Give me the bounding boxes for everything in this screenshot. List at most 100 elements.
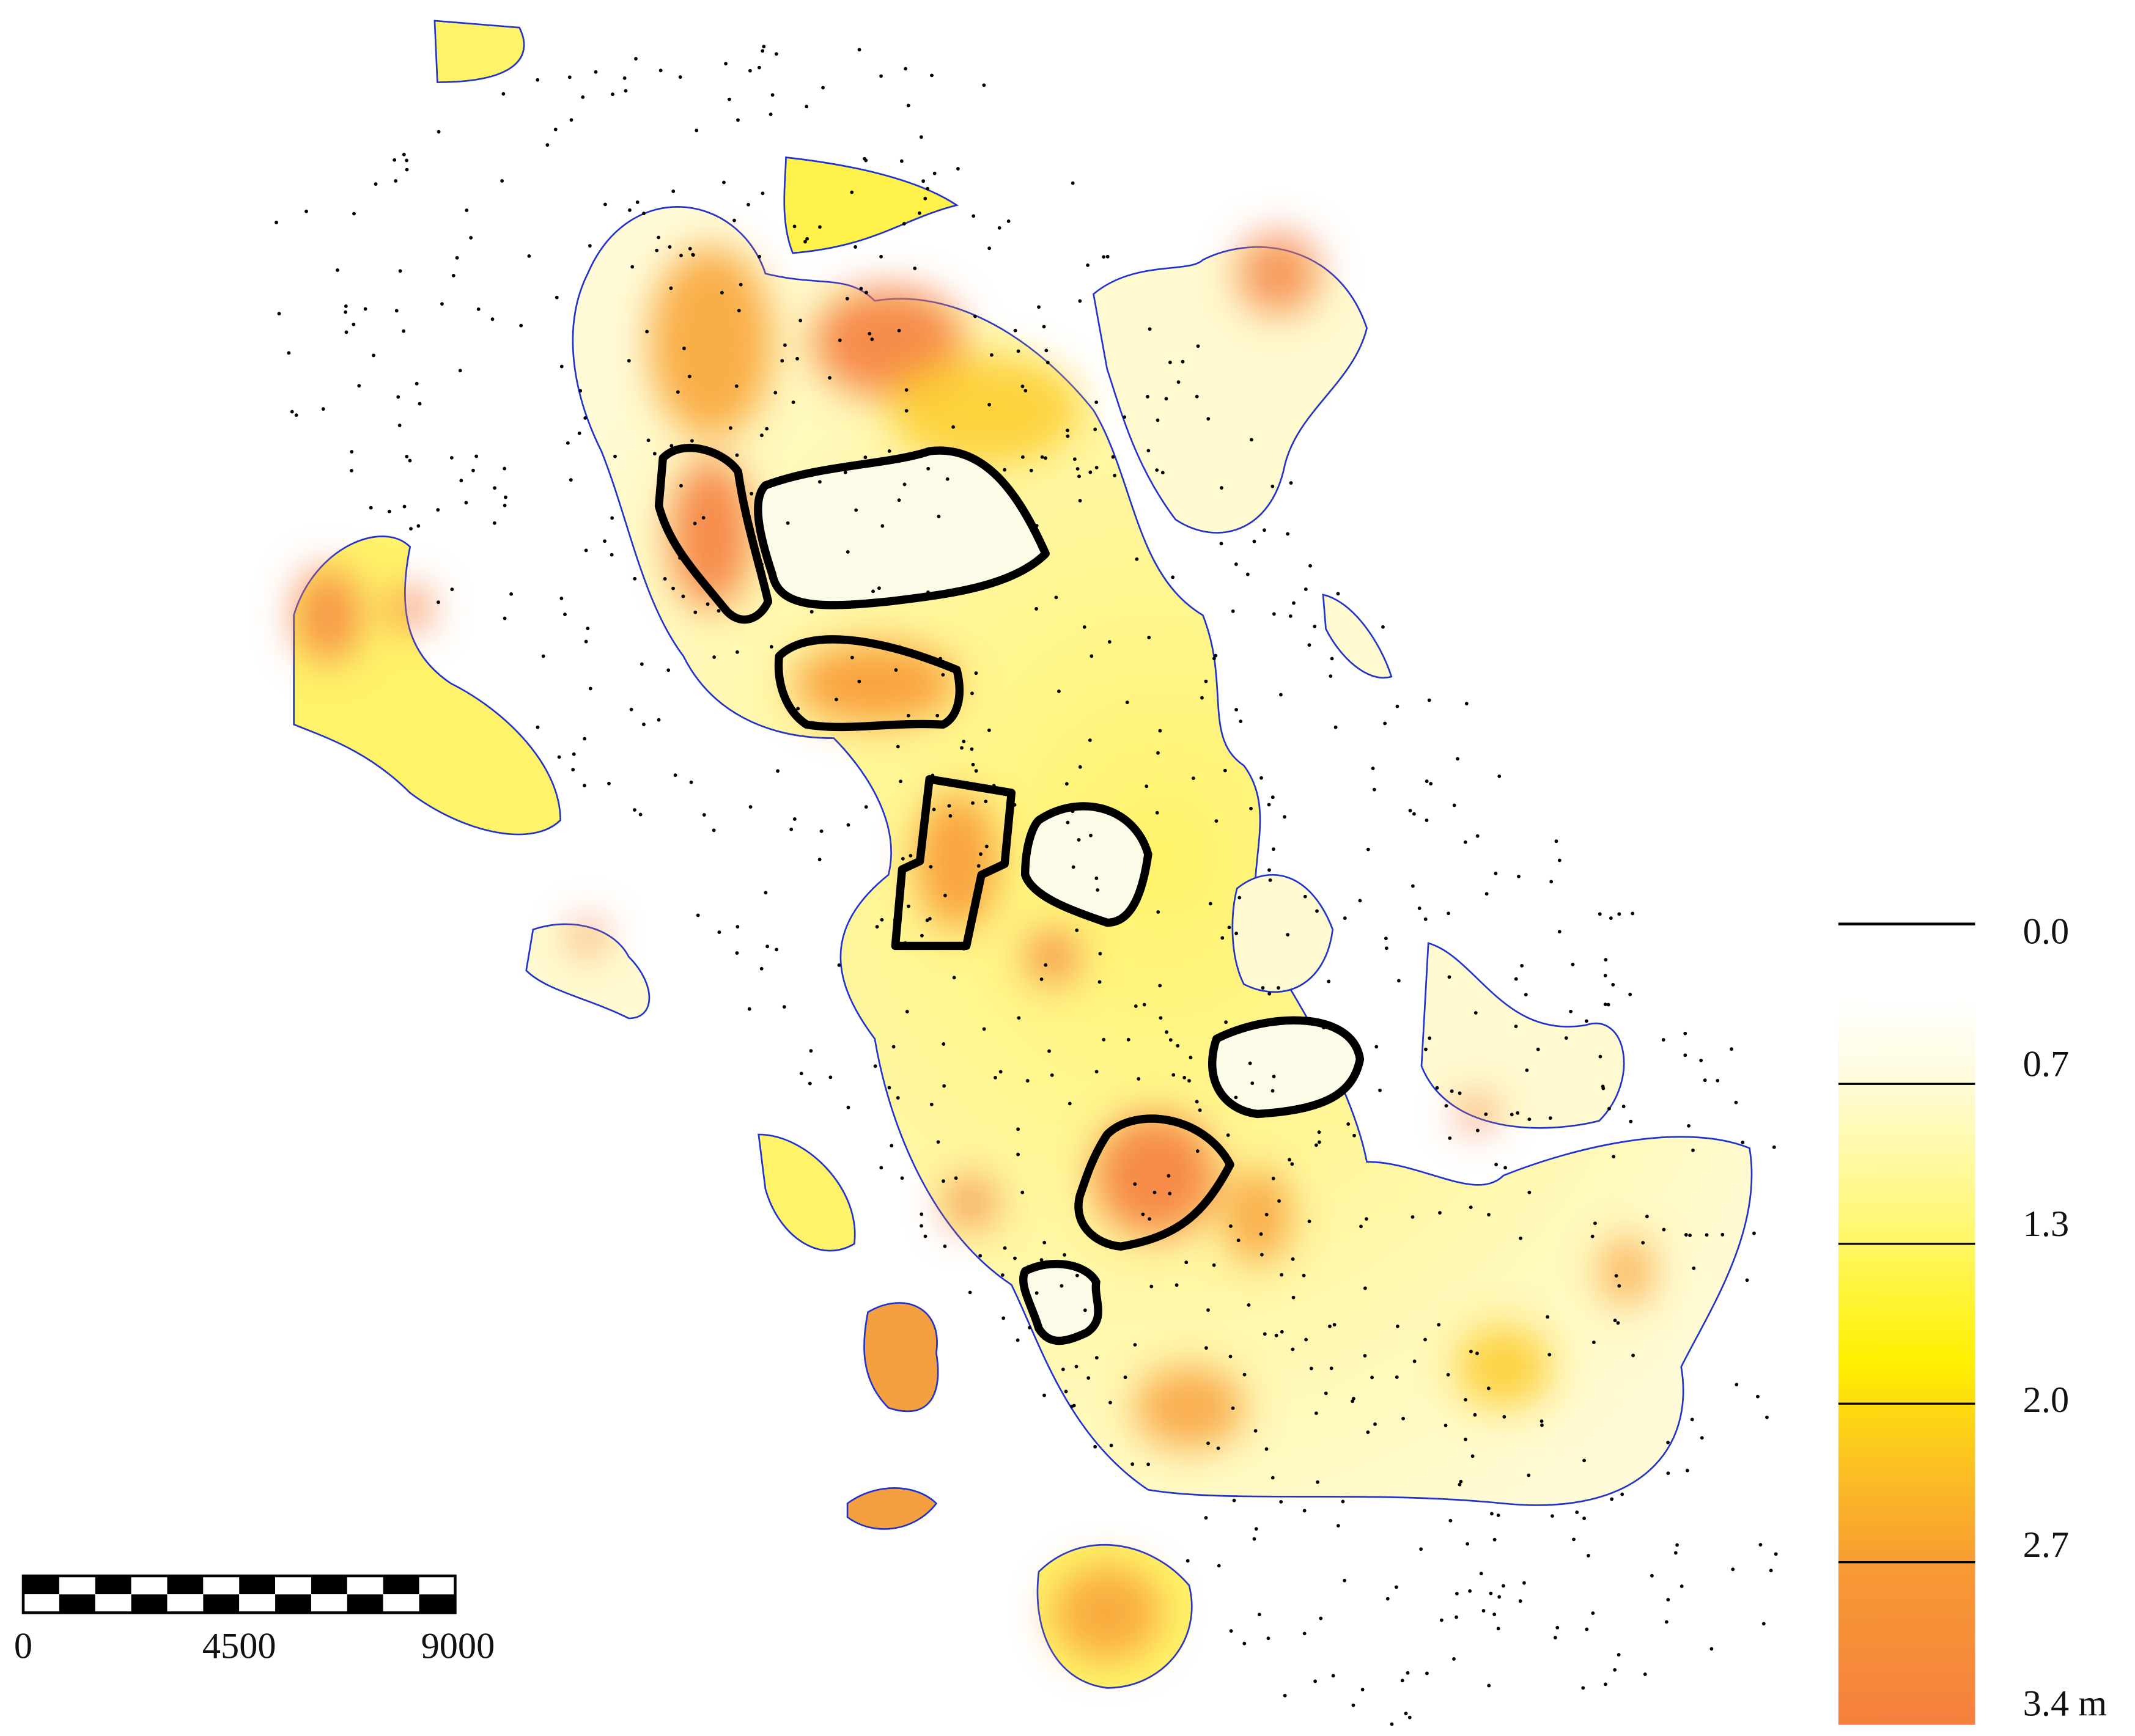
sample-point	[1683, 1031, 1687, 1035]
sample-point	[1330, 657, 1334, 661]
sample-point	[1277, 986, 1280, 990]
sample-point	[920, 933, 924, 938]
sample-point	[1102, 1037, 1106, 1042]
sample-point	[1094, 1070, 1099, 1074]
sample-point	[1171, 1073, 1176, 1077]
sample-point	[1066, 428, 1069, 433]
sample-point	[904, 388, 909, 392]
sample-point	[1774, 1552, 1778, 1556]
sample-point	[1226, 1133, 1230, 1137]
sample-point	[1097, 980, 1102, 984]
sample-point	[527, 254, 531, 258]
sample-point	[1261, 986, 1265, 990]
sample-point	[942, 1179, 945, 1183]
sample-point	[1152, 1190, 1157, 1194]
sample-point	[1072, 803, 1077, 807]
sample-point	[1042, 1240, 1047, 1245]
sample-point	[1267, 803, 1271, 807]
sample-point	[1370, 1375, 1374, 1380]
sample-point	[1582, 1458, 1586, 1463]
sample-point	[795, 356, 799, 361]
sample-point	[583, 784, 586, 788]
sample-point	[960, 746, 964, 750]
sample-point	[1214, 819, 1219, 823]
sample-point	[630, 265, 635, 269]
sample-point	[1174, 1283, 1179, 1287]
sample-point	[613, 454, 617, 458]
sample-point	[1464, 1397, 1467, 1402]
sample-point	[1496, 1627, 1500, 1631]
sample-point	[1271, 847, 1275, 851]
sample-point	[504, 495, 507, 499]
deep-zone	[1599, 1237, 1654, 1306]
sample-point	[1072, 1403, 1076, 1408]
area	[1322, 594, 1393, 679]
sample-point	[633, 808, 636, 812]
sample-point	[583, 737, 587, 741]
sample-point	[1497, 1595, 1502, 1599]
sample-point	[1390, 1722, 1394, 1726]
sample-point	[628, 208, 632, 212]
sample-point	[736, 925, 740, 929]
sample-point	[990, 353, 994, 357]
sample-point	[968, 1290, 972, 1295]
sample-point	[275, 220, 278, 224]
sample-point	[1050, 1073, 1054, 1077]
sample-point	[1716, 1078, 1720, 1083]
sample-point	[1661, 1038, 1665, 1042]
sample-point	[759, 433, 764, 438]
sample-point	[1078, 299, 1082, 303]
scale-segment	[383, 1576, 419, 1595]
sample-point	[732, 218, 736, 223]
sample-point	[1252, 539, 1256, 543]
sample-point	[469, 236, 473, 240]
sample-point	[1417, 907, 1421, 910]
sample-point	[1096, 888, 1100, 892]
scale-label: 4500	[202, 1626, 276, 1667]
sample-point	[673, 773, 677, 778]
sample-point	[1394, 1585, 1398, 1589]
sample-point	[567, 75, 572, 79]
sample-point	[1366, 1430, 1370, 1434]
sample-point	[761, 49, 765, 53]
sample-point	[987, 728, 991, 732]
sample-point	[1274, 1333, 1278, 1337]
sample-point	[1086, 1376, 1091, 1380]
sample-point	[459, 479, 463, 483]
sample-point	[1458, 1091, 1462, 1095]
sample-point	[471, 468, 475, 473]
sample-point	[1148, 327, 1152, 331]
sample-point	[669, 286, 673, 290]
sample-point	[748, 805, 753, 809]
sample-point	[971, 762, 975, 767]
sample-point	[1484, 1112, 1488, 1116]
sample-point	[1492, 1613, 1497, 1616]
sample-point	[734, 384, 739, 388]
sample-point	[906, 713, 910, 718]
sample-point	[846, 823, 850, 827]
sample-point	[1365, 1217, 1368, 1221]
sample-point	[369, 506, 373, 510]
sample-point	[581, 95, 585, 99]
sample-point	[1555, 1625, 1560, 1630]
sample-point	[1548, 1116, 1552, 1120]
sample-point	[1078, 765, 1082, 769]
sample-point	[1327, 979, 1331, 984]
sample-point	[796, 707, 800, 711]
sample-point	[405, 167, 409, 172]
sample-point	[571, 768, 575, 771]
sample-point	[863, 455, 868, 460]
sample-point	[344, 304, 348, 308]
sample-point	[926, 466, 931, 471]
sample-point	[920, 1212, 924, 1216]
deep-zone	[1223, 1168, 1292, 1265]
sample-point	[765, 944, 769, 949]
sample-point	[1219, 542, 1223, 546]
sample-point	[1705, 1233, 1709, 1237]
sample-point	[835, 697, 838, 702]
sample-point	[1302, 1509, 1307, 1513]
sample-point	[1452, 1657, 1456, 1661]
sample-point	[1016, 1152, 1020, 1157]
sample-point	[503, 503, 507, 507]
sample-point	[1234, 1095, 1238, 1100]
